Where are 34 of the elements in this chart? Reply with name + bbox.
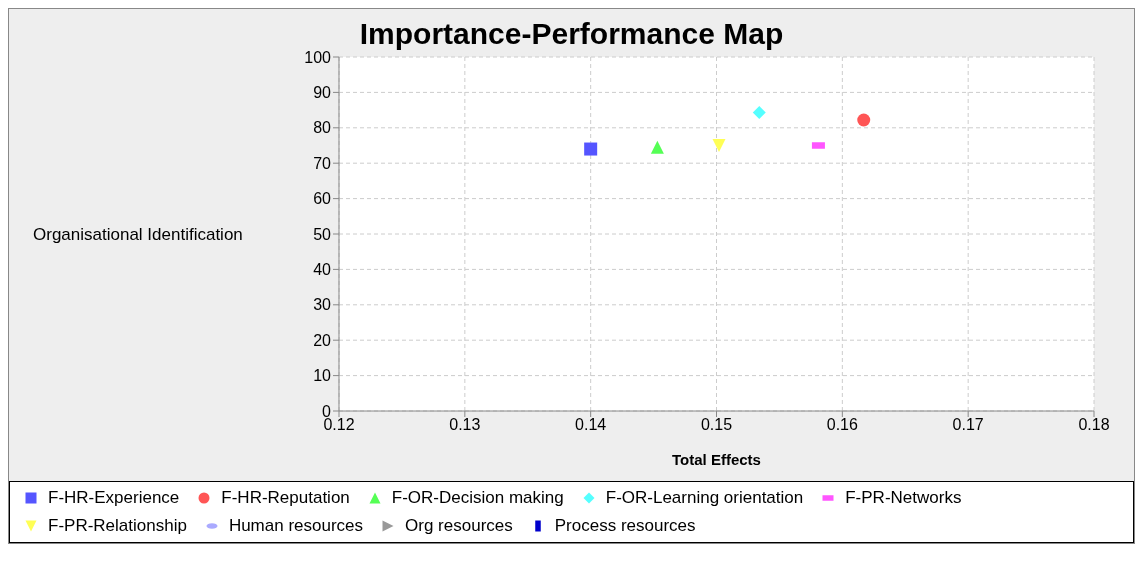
legend-label: Org resources: [405, 516, 513, 536]
legend-label: F-PR-Relationship: [48, 516, 187, 536]
x-tick-label: 0.17: [952, 416, 984, 434]
x-tick-label: 0.16: [826, 416, 859, 434]
x-tick-label: 0.14: [575, 416, 607, 434]
legend-label: F-HR-Reputation: [221, 488, 350, 508]
legend-label: F-OR-Decision making: [391, 488, 564, 508]
legend-label: F-HR-Experience: [48, 488, 180, 508]
x-tick-label: 0.15: [700, 416, 733, 434]
point: [712, 139, 726, 152]
legend-label: Process resources: [554, 516, 696, 536]
y-axis-title: Organisational Identification: [33, 225, 243, 245]
y-tick-label: 30: [313, 296, 332, 314]
x-tick-label: 0.12: [323, 416, 355, 434]
legend-label: F-PR-Networks: [845, 488, 962, 508]
y-tick-label: 10: [313, 367, 332, 385]
point: [650, 140, 664, 154]
y-tick-label: 80: [313, 119, 332, 137]
y-tick-label: 20: [313, 331, 332, 349]
y-tick-label: 60: [313, 190, 332, 208]
point: [752, 106, 766, 120]
chart-title: Importance-Performance Map: [359, 17, 784, 50]
point: [857, 113, 871, 127]
y-tick-label: 100: [304, 48, 332, 66]
x-axis-title: Total Effects: [672, 451, 761, 468]
x-tick-label: 0.13: [449, 416, 481, 434]
y-tick-label: 70: [313, 154, 332, 172]
legend-label: F-OR-Learning orientation: [605, 488, 804, 508]
x-tick-label: 0.18: [1078, 416, 1110, 434]
point: [584, 142, 598, 156]
legend-label: Human resources: [228, 516, 364, 536]
y-tick-label: 50: [313, 225, 332, 243]
y-tick-label: 40: [313, 261, 332, 279]
y-tick-label: 90: [313, 84, 332, 102]
